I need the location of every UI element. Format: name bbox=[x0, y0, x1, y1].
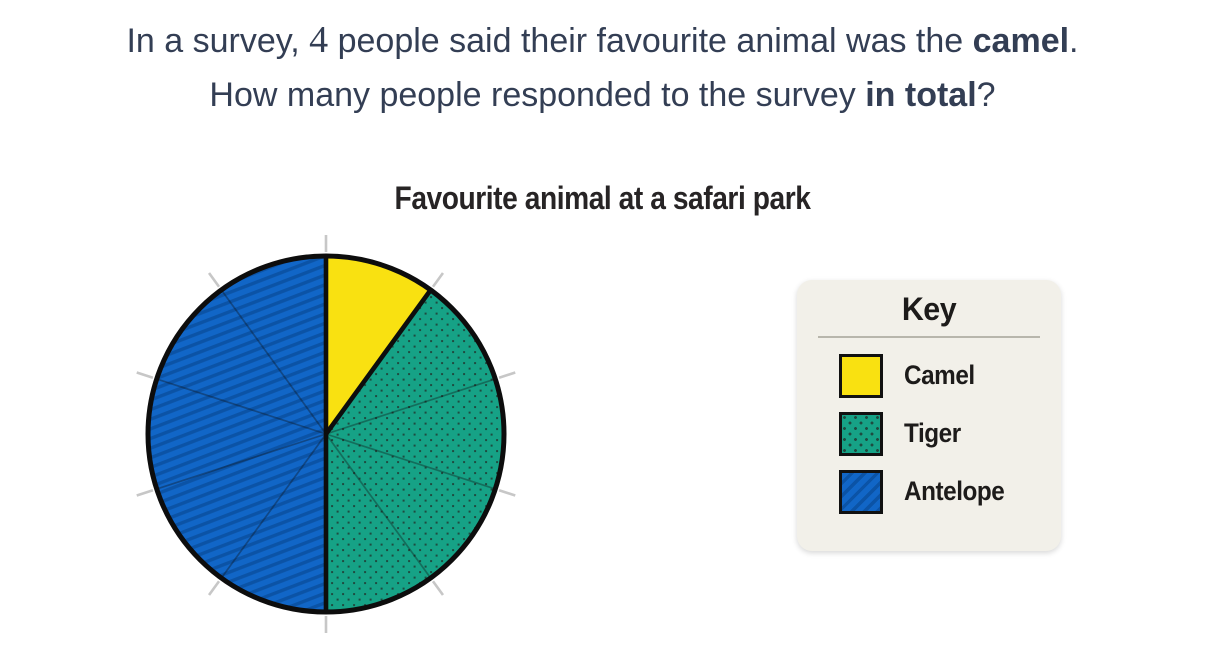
legend-label-camel: Camel bbox=[904, 360, 975, 390]
question-line-1: In a survey, 4 people said their favouri… bbox=[0, 13, 1205, 68]
tick-marks bbox=[136, 235, 516, 633]
tiger-swatch-icon bbox=[839, 411, 883, 456]
legend-item-tiger: Tiger bbox=[839, 411, 1061, 456]
pie-slice-camel bbox=[326, 256, 431, 434]
pie-outline bbox=[145, 253, 507, 615]
sector-boundaries bbox=[323, 256, 433, 612]
pie-chart bbox=[136, 235, 516, 633]
segment-dividers bbox=[157, 290, 495, 578]
question-line-2: How many people responded to the survey … bbox=[0, 68, 1205, 122]
legend-label-antelope: Antelope bbox=[904, 476, 1005, 506]
question-line1-end: . bbox=[1069, 22, 1079, 60]
pie-slice-antelope bbox=[148, 256, 326, 612]
legend-item-antelope: Antelope bbox=[839, 469, 1061, 514]
pie-slice-tiger bbox=[326, 289, 505, 612]
question-line1-bold-camel: camel bbox=[972, 22, 1070, 60]
legend-divider-line bbox=[818, 336, 1040, 338]
legend-label-tiger: Tiger bbox=[904, 418, 961, 448]
pie-slices bbox=[148, 256, 505, 612]
question-text: In a survey, 4 people said their favouri… bbox=[0, 13, 1205, 122]
question-line2-pre: How many people responded to the survey bbox=[209, 76, 866, 114]
legend-panel: Key Camel Tiger Antelope bbox=[797, 280, 1061, 551]
question-line1-mid: people said their favourite animal was t… bbox=[328, 22, 973, 60]
question-line2-bold-in-total: in total bbox=[865, 76, 977, 114]
legend-item-camel: Camel bbox=[839, 353, 1061, 398]
question-line1-pre: In a survey, bbox=[126, 22, 310, 60]
legend-title: Key bbox=[901, 291, 957, 327]
question-line2-end: ? bbox=[976, 76, 996, 114]
chart-title: Favourite animal at a safari park bbox=[394, 180, 811, 216]
antelope-swatch-icon bbox=[839, 469, 883, 514]
camel-swatch-icon bbox=[839, 353, 883, 398]
camel-count-number: 4 bbox=[309, 19, 329, 61]
